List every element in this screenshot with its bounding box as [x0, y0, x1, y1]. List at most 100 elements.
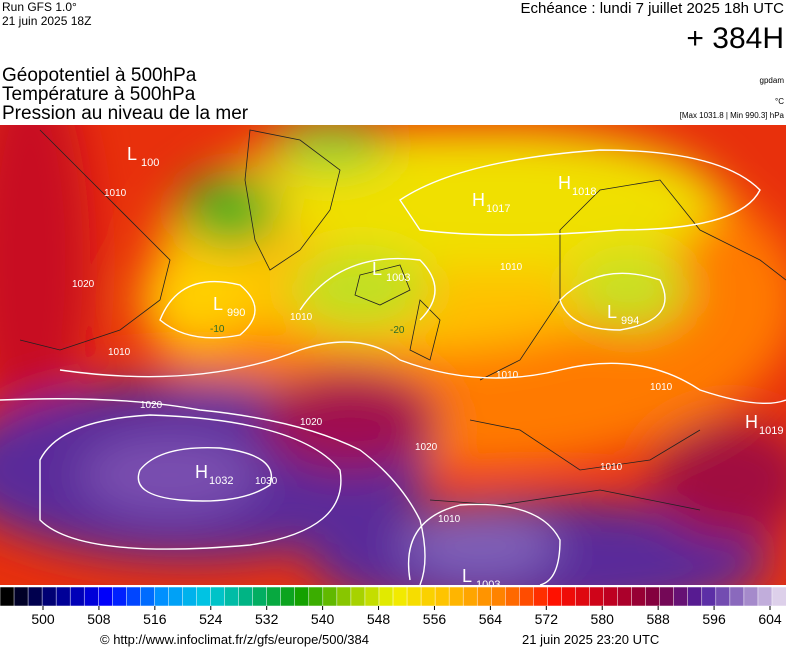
colorbar-swatch — [168, 586, 184, 607]
colorbar-swatch — [729, 586, 745, 607]
colorbar-swatch — [757, 586, 773, 607]
colorbar-swatch — [308, 586, 324, 607]
colorbar-swatch — [336, 586, 352, 607]
center-value: 990 — [227, 307, 245, 319]
isobar-label: 1020 — [72, 279, 95, 290]
colorbar-swatch — [659, 586, 675, 607]
colorbar-swatch — [617, 586, 633, 607]
colorbar-swatch — [561, 586, 577, 607]
colorbar-tick-label: 548 — [367, 611, 391, 627]
isobar-label: 1010 — [108, 347, 131, 358]
colorbar-tick-label: 500 — [31, 611, 55, 627]
colorbar-swatch — [41, 586, 57, 607]
isobar-label: 1030 — [255, 476, 278, 487]
isobar-label: 1010 — [438, 514, 461, 525]
colorbar-tick-label: 580 — [591, 611, 615, 627]
center-kind: L — [462, 566, 472, 586]
colorbar-swatch — [0, 586, 15, 607]
center-kind: L — [213, 294, 223, 314]
colorbar-swatch — [392, 586, 408, 607]
colorbar-swatch — [575, 586, 591, 607]
isobar-label: 1020 — [415, 442, 438, 453]
colorbar-swatch — [322, 586, 338, 607]
isobar-label: 1010 — [500, 262, 523, 273]
center-value: 1018 — [572, 186, 596, 198]
run: Run GFS 1.0° — [2, 0, 77, 14]
colorbar-swatch — [448, 586, 464, 607]
colorbar-swatch — [406, 586, 422, 607]
colorbar-tick-label: 604 — [758, 611, 782, 627]
isobar-label: 1010 — [650, 382, 673, 393]
colorbar-swatch — [701, 586, 717, 607]
colorbar-swatch — [715, 586, 731, 607]
colorbar-swatch — [55, 586, 71, 607]
source-url: © http://www.infoclimat.fr/z/gfs/europe/… — [100, 632, 369, 647]
colorbar-swatch — [140, 586, 156, 607]
colorbar-swatch — [98, 586, 114, 607]
colorbar-swatch — [519, 586, 535, 607]
colorbar-swatch — [126, 586, 142, 607]
title: Géopotentiel à 500hPa — [2, 65, 197, 86]
colorbar-swatch — [27, 586, 43, 607]
isobar-label: 1010 — [290, 312, 313, 323]
center-value: 1017 — [486, 203, 510, 215]
colorbar-tick-label: 516 — [143, 611, 167, 627]
colorbar-swatch — [238, 586, 254, 607]
colorbar-tick-label: 532 — [255, 611, 279, 627]
colorbar-swatch — [378, 586, 394, 607]
colorbar-swatch — [533, 586, 549, 607]
colorbar-swatch — [687, 586, 703, 607]
colorbar-swatch — [476, 586, 493, 607]
isotherm-label: -20 — [390, 325, 405, 336]
colorbar-swatch — [196, 586, 212, 607]
colorbar-swatch — [589, 586, 605, 607]
title: Pression au niveau de la mer — [2, 103, 249, 124]
colorbar-swatch — [462, 586, 478, 607]
colorbar-swatch — [547, 586, 563, 607]
echeance: Echéance : lundi 7 juillet 2025 18h UTC — [521, 0, 785, 17]
isobar-label: 1020 — [140, 400, 163, 411]
colorbar-tick-label: 596 — [702, 611, 726, 627]
center-kind: H — [195, 462, 208, 482]
center-kind: H — [472, 190, 485, 210]
colorbar-swatch — [364, 586, 380, 607]
colorbar-tick-label: 556 — [423, 611, 447, 627]
center-value: 994 — [621, 315, 639, 327]
colorbar-swatch — [673, 586, 689, 607]
colorbar-swatch — [280, 586, 296, 607]
colorbar-swatch — [69, 586, 85, 607]
unit: gpdam — [760, 76, 785, 85]
colorbar-tick-label: 524 — [199, 611, 223, 627]
center-kind: H — [745, 412, 758, 432]
isobar-label: 1010 — [600, 462, 623, 473]
isobar-label: 1010 — [104, 188, 127, 199]
colorbar-swatch — [771, 586, 786, 607]
colorbar-swatch — [210, 586, 226, 607]
center-value: 1003 — [386, 272, 410, 284]
colorbar-tick-label: 508 — [87, 611, 111, 627]
colorbar-swatch — [266, 586, 282, 607]
colorbar-swatch — [154, 586, 170, 607]
colorbar-tick-label: 588 — [646, 611, 670, 627]
colorbar-swatch — [505, 586, 521, 607]
colorbar-tick-label: 564 — [479, 611, 503, 627]
center-value: 1032 — [209, 475, 233, 487]
colorbar-swatch — [112, 586, 128, 607]
center-kind: H — [558, 173, 571, 193]
unit: °C — [775, 97, 784, 106]
colorbar-swatch — [645, 586, 661, 607]
center-kind: L — [607, 302, 617, 322]
colorbar-swatch — [182, 586, 198, 607]
colorbar-tick-label: 540 — [311, 611, 335, 627]
colorbar-swatch — [434, 586, 450, 607]
colorbar-swatch — [420, 586, 436, 607]
center-kind: L — [127, 144, 137, 164]
lead-time: + 384H — [686, 22, 784, 55]
colorbar-swatch — [13, 586, 29, 607]
range: [Max 1031.8 | Min 990.3] hPa — [680, 111, 785, 120]
colorbar-swatch — [491, 586, 507, 607]
colorbar-swatch — [350, 586, 366, 607]
colorbar-swatch — [252, 586, 268, 607]
